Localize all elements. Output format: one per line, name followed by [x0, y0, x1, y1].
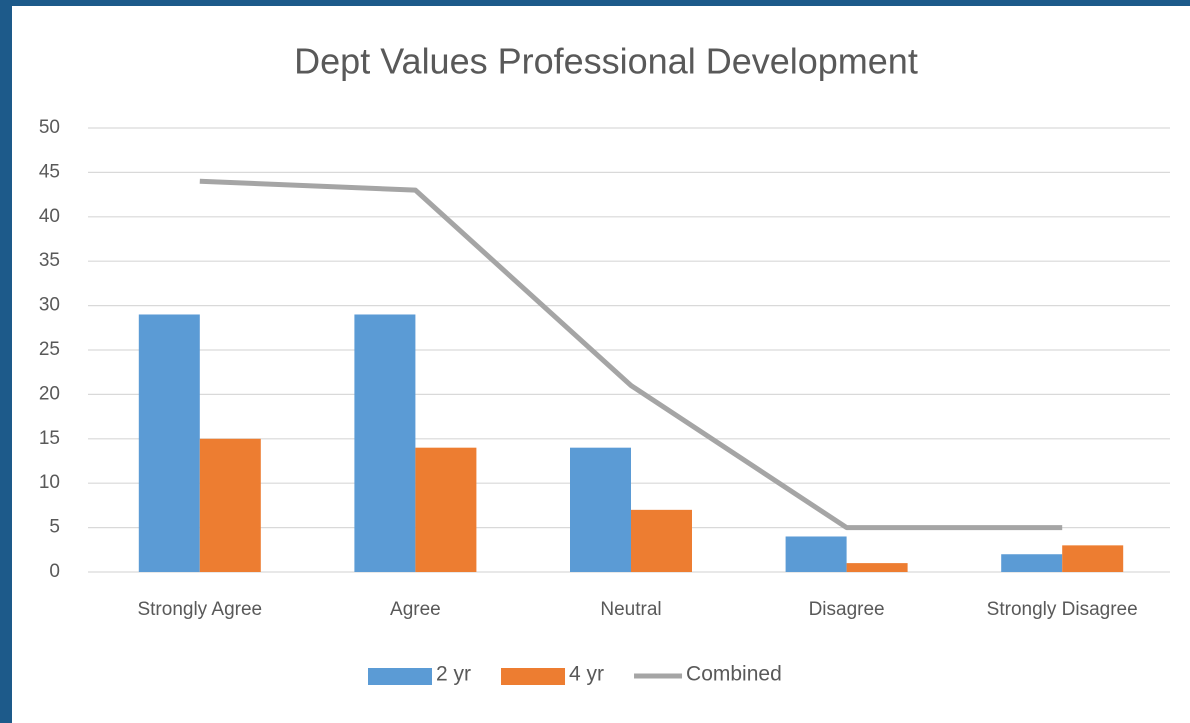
line	[199, 178, 1063, 531]
x-tick-label: Strongly Agree	[137, 599, 262, 620]
y-tick-label: 40	[39, 206, 60, 227]
bar	[1001, 554, 1063, 572]
bar	[199, 438, 261, 572]
bar	[138, 314, 200, 572]
y-tick-label: 20	[39, 383, 60, 404]
x-tick-label: Agree	[390, 599, 441, 620]
x-tick-label: Strongly Disagree	[987, 599, 1138, 620]
bar	[631, 509, 692, 572]
legend-swatch	[501, 668, 566, 685]
y-tick-label: 5	[49, 517, 60, 538]
x-tick-label: Neutral	[600, 599, 661, 620]
bar	[354, 314, 416, 572]
legend-swatch	[368, 668, 432, 685]
legend-label: 2 yr	[436, 663, 471, 686]
x-tick-label: Disagree	[809, 599, 885, 620]
y-tick-label: 25	[39, 339, 60, 360]
bar	[846, 563, 908, 572]
bar	[1062, 545, 1124, 572]
y-tick-label: 10	[39, 472, 60, 493]
legend-label: 4 yr	[569, 663, 604, 686]
chart-background	[12, 6, 1190, 723]
y-tick-label: 0	[49, 561, 60, 582]
bar	[415, 447, 477, 572]
bar	[785, 536, 847, 572]
y-tick-label: 45	[39, 161, 60, 182]
legend-label: Combined	[686, 663, 782, 686]
y-tick-label: 50	[39, 117, 60, 138]
y-tick-label: 35	[39, 250, 60, 271]
chart-title: Dept Values Professional Development	[294, 41, 918, 82]
bar	[570, 447, 631, 572]
y-tick-label: 15	[39, 428, 60, 449]
y-tick-label: 30	[39, 295, 60, 316]
